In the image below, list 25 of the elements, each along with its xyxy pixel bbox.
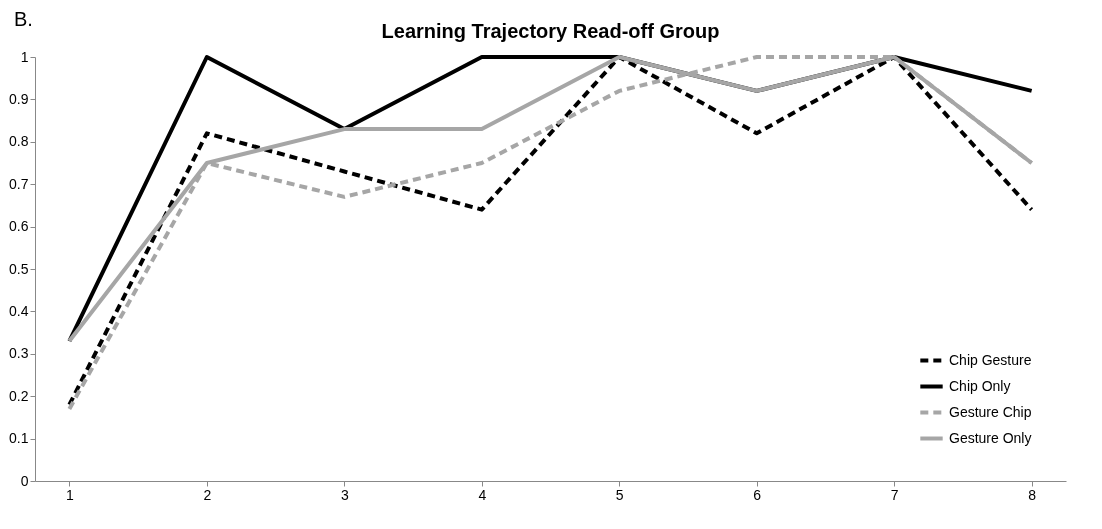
y-tick-label: 0 [20,472,29,489]
text: B. [14,8,33,31]
y-tick-label: 0.3 [9,345,29,362]
y-tick-label: 0.8 [9,133,29,150]
x-tick-label: 6 [753,486,762,503]
y-tick-label: 0.9 [9,90,29,107]
y-tick-label: 0.1 [9,430,29,447]
x-tick-label: 8 [1028,486,1037,503]
y-tick-label: 0.4 [9,302,29,319]
x-tick-label: 4 [478,486,487,503]
y-tick-label: 0.5 [9,260,29,277]
x-tick-label: 2 [203,486,212,503]
y-tick-label: 1 [20,48,29,65]
y-tick-label: 0.2 [9,387,29,404]
x-tick-label: 7 [890,486,899,503]
x-tick-label: 5 [615,486,624,503]
legend-label: Gesture Only [949,429,1032,446]
x-tick-label: 3 [340,486,349,503]
legend-label: Chip Gesture [949,351,1032,368]
chart-title: Learning Trajectory Read-off Group [381,20,720,42]
y-tick-label: 0.7 [9,175,29,192]
y-tick-label: 0.6 [9,218,29,235]
legend-label: Gesture Chip [949,403,1032,420]
x-tick-label: 1 [65,486,74,503]
legend-label: Chip Only [949,377,1011,394]
